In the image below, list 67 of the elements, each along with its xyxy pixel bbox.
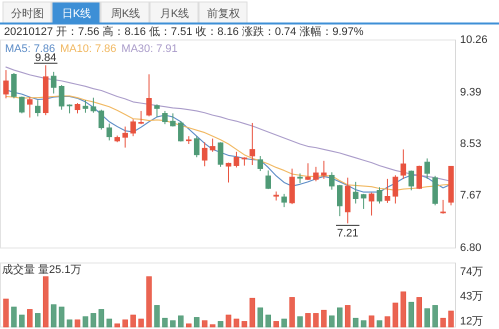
candlestick	[424, 158, 430, 180]
candlestick	[368, 192, 374, 216]
candlestick	[265, 170, 271, 190]
candlestick	[305, 162, 311, 181]
y-tick-label: 10.26	[460, 34, 488, 46]
candlestick	[313, 166, 319, 182]
text: 20210127 开：7.56 高：8.16 低：7.51 收：8.16 涨跌：0.74 涨幅：9.97%	[4, 25, 364, 38]
candlestick	[146, 74, 152, 117]
text: MA5: 7.86	[5, 43, 56, 55]
candlestick	[258, 156, 264, 172]
candlestick	[3, 70, 9, 99]
candlestick	[376, 186, 382, 204]
candlestick	[194, 136, 200, 158]
candlestick	[234, 151, 240, 168]
candlestick	[416, 165, 422, 190]
candlestick	[218, 142, 224, 168]
candlestick	[162, 110, 168, 125]
candlestick	[440, 199, 446, 214]
y-tick-label: 74万	[460, 266, 484, 278]
candlestick	[384, 178, 390, 204]
candlestick	[352, 181, 358, 204]
candlestick	[35, 100, 41, 117]
candlestick	[329, 172, 335, 190]
candlestick	[250, 122, 256, 166]
candlestick	[58, 84, 64, 110]
candlestick	[27, 96, 33, 118]
candlestick	[202, 142, 208, 167]
candlestick	[74, 102, 80, 114]
text: 日K线	[62, 7, 92, 20]
candlestick	[226, 162, 232, 183]
candlestick	[122, 126, 128, 148]
candlestick	[98, 109, 104, 130]
y-tick-label: 8.53	[460, 138, 482, 150]
candlestick	[392, 174, 398, 204]
y-tick-label: 43万	[460, 290, 484, 303]
y-tick-label: 6.80	[460, 242, 482, 254]
candlestick	[50, 71, 56, 94]
y-tick-label: 7.67	[460, 190, 482, 202]
candlestick	[19, 96, 25, 114]
candlestick	[154, 104, 160, 118]
text: 前复权	[207, 8, 240, 20]
candlestick	[360, 193, 366, 210]
candlestick	[138, 110, 144, 125]
candlestick	[82, 100, 88, 114]
candlestick	[408, 170, 414, 191]
candlestick	[337, 184, 343, 217]
y-tick-label: 9.39	[460, 86, 482, 98]
candlestick	[90, 97, 96, 114]
text: 周K线	[110, 7, 140, 20]
candlestick	[11, 72, 17, 99]
annotation: 7.21	[337, 227, 358, 240]
candlestick	[281, 193, 287, 208]
candlestick	[321, 160, 327, 180]
text: MA10: 7.86	[60, 43, 116, 55]
candlestick	[130, 118, 136, 137]
candlestick	[400, 148, 406, 180]
candlestick	[106, 123, 112, 141]
text: MA30: 7.91	[121, 43, 178, 55]
y-tick-label: 12万	[460, 315, 484, 328]
candlestick	[178, 120, 184, 142]
text: 月K线	[160, 7, 190, 20]
text: 分时图	[11, 7, 44, 20]
candlestick	[210, 138, 216, 152]
annotation: 9.84	[35, 52, 56, 64]
candlestick	[297, 172, 303, 184]
candlestick	[170, 112, 176, 128]
chart-title: 成交量 量25.1万	[2, 263, 82, 276]
